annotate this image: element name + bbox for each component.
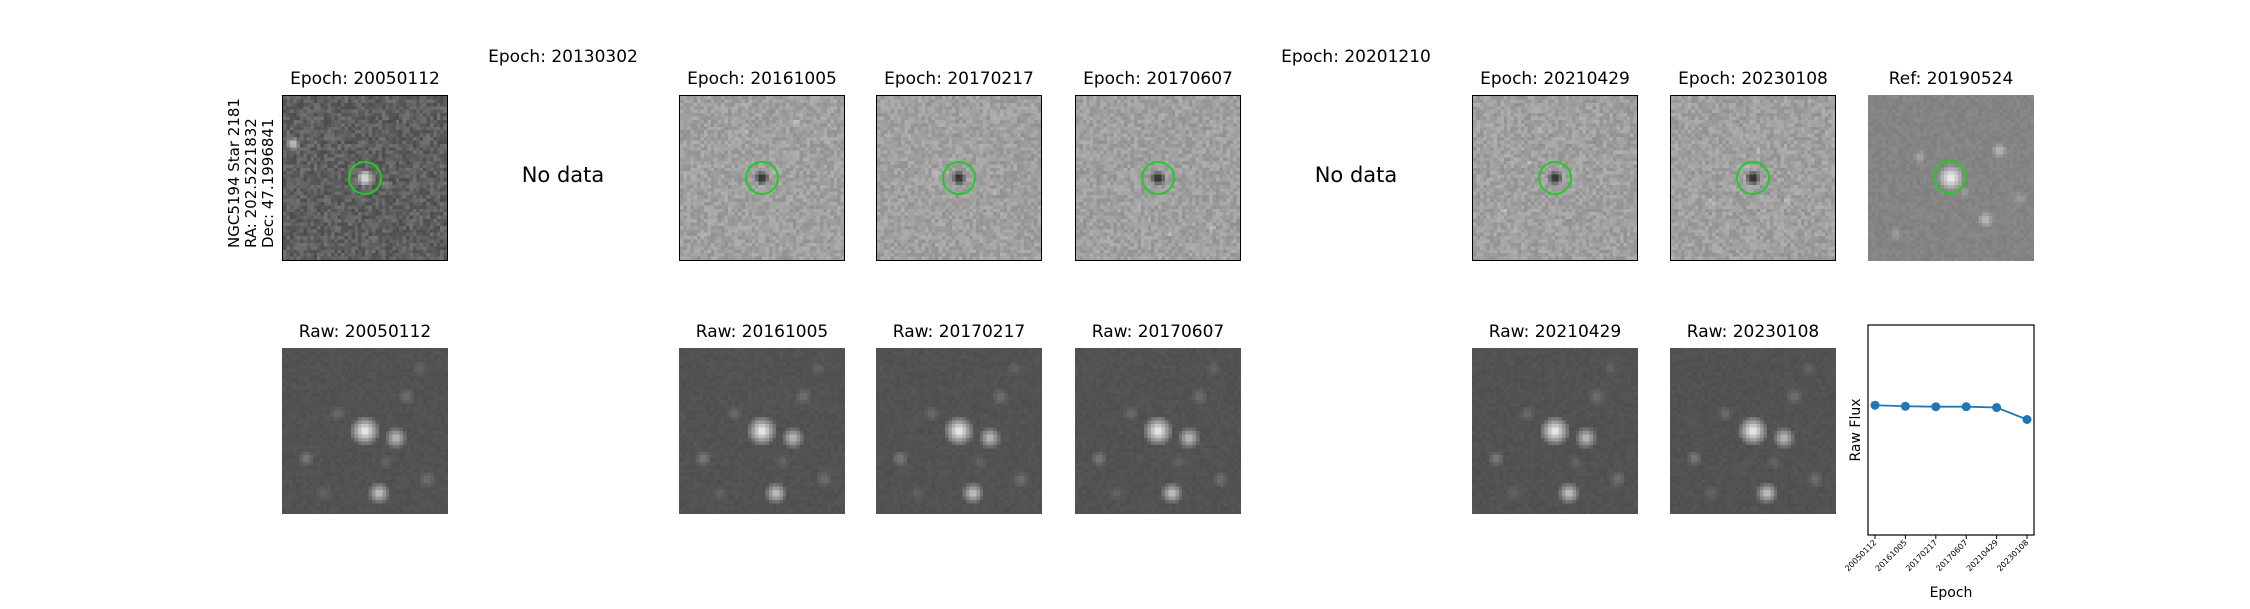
panel-title: Epoch: 20201210 (1281, 47, 1431, 67)
raw-image (876, 348, 1042, 514)
x-tick-label: 20210429 (1965, 538, 2000, 573)
target-circle-overlay (942, 161, 976, 195)
target-circle-overlay (348, 161, 382, 195)
plot-frame (1867, 324, 2035, 536)
panel-title: Epoch: 20161005 (687, 69, 837, 89)
raw-image (1472, 348, 1638, 514)
difference-image (1075, 95, 1241, 261)
image-pixels (679, 348, 845, 514)
star-label-line: RA: 202.5221832 (242, 118, 260, 248)
reference-image (1868, 95, 2034, 261)
image-pixels (1075, 348, 1241, 514)
target-circle-overlay (1933, 160, 1967, 194)
difference-image (876, 95, 1042, 261)
panel-title: Epoch: 20050112 (290, 69, 440, 89)
x-tick-label: 20050112 (1843, 538, 1878, 573)
y-axis-label: Raw Flux (1848, 399, 1864, 462)
data-point (1900, 401, 1910, 411)
image-pixels (282, 348, 448, 514)
star-label-line: Dec: 47.1996841 (259, 118, 277, 248)
target-circle (942, 161, 976, 195)
panel-title: Epoch: 20170607 (1083, 69, 1233, 89)
raw-image (1075, 348, 1241, 514)
no-data-label: No data (1314, 163, 1398, 187)
raw-panel-title: Raw: 20230108 (1686, 322, 1820, 342)
raw-panel-title: Raw: 20050112 (298, 322, 432, 342)
raw-panel-title: Raw: 20170607 (1091, 322, 1225, 342)
panel-title: Epoch: 20210429 (1480, 69, 1630, 89)
panel-title: Epoch: 20130302 (488, 47, 638, 67)
star-label-line: NGC5194 Star 2181 (225, 98, 243, 248)
raw-panel-title: Raw: 20170217 (892, 322, 1026, 342)
image-pixels (876, 348, 1042, 514)
x-axis-label: Epoch (1930, 585, 1973, 601)
image-pixels (1076, 96, 1240, 260)
data-point (1870, 400, 1880, 410)
raw-image (282, 348, 448, 514)
x-tick-label: 20161005 (1874, 538, 1909, 573)
difference-image (1670, 95, 1836, 261)
image-pixels (680, 96, 844, 260)
no-data-label: No data (521, 163, 605, 187)
image-pixels (283, 96, 447, 260)
target-circle (1736, 161, 1770, 195)
raw-panel-title: Raw: 20210429 (1488, 322, 1622, 342)
target-circle (348, 161, 382, 195)
image-pixels (1473, 96, 1637, 260)
data-point (1961, 402, 1971, 412)
difference-image (282, 95, 448, 261)
image-pixels (1670, 348, 1836, 514)
image-pixels (1472, 348, 1638, 514)
target-circle (1141, 161, 1175, 195)
series-line (1874, 404, 2028, 421)
target-circle (745, 161, 779, 195)
target-circle-overlay (1538, 161, 1572, 195)
panel-title: Epoch: 20230108 (1678, 69, 1828, 89)
x-tick-label: 20230108 (1995, 538, 2030, 573)
target-circle-overlay (745, 161, 779, 195)
target-circle (1933, 160, 1967, 194)
raw-panel-title: Raw: 20161005 (695, 322, 829, 342)
lightcurve-svg: 2005011220161005201702172017060720210429… (1843, 324, 2035, 601)
data-point (1992, 403, 2002, 413)
image-pixels (1671, 96, 1835, 260)
image-pixels (1868, 95, 2034, 261)
target-circle (1538, 161, 1572, 195)
difference-image (679, 95, 845, 261)
panel-title: Epoch: 20170217 (884, 69, 1034, 89)
raw-flux-lightcurve: 20050112 20161005 20170217 20170607 20210429… (1838, 315, 2058, 605)
target-circle-overlay (1141, 161, 1175, 195)
target-circle-overlay (1736, 161, 1770, 195)
x-tick-label: 20170607 (1934, 538, 1969, 573)
difference-image (1472, 95, 1638, 261)
panel-title: Ref: 20190524 (1888, 69, 2014, 89)
raw-image (1670, 348, 1836, 514)
data-point (1931, 402, 1941, 412)
data-point (2022, 415, 2032, 424)
raw-image (679, 348, 845, 514)
x-tick-label: 20170217 (1904, 538, 1939, 573)
image-pixels (877, 96, 1041, 260)
